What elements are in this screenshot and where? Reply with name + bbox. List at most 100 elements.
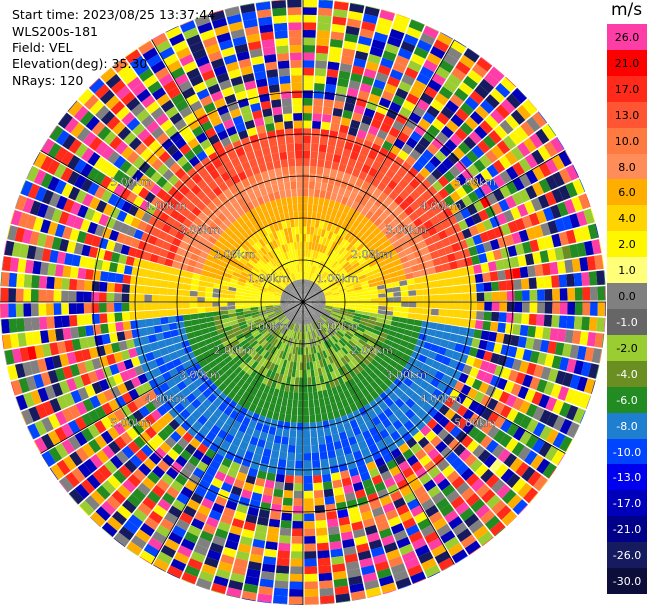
range-gate-cell	[220, 481, 233, 493]
range-gate-cell	[242, 299, 251, 302]
range-gate-cell	[312, 120, 322, 129]
range-gate-cell	[519, 266, 529, 278]
range-gate-cell	[300, 286, 303, 295]
range-gate-cell	[251, 288, 260, 293]
range-gate-cell	[235, 264, 244, 272]
range-gate-cell	[420, 246, 430, 256]
range-gate-cell	[430, 344, 440, 353]
range-gate-cell	[265, 305, 274, 308]
range-gate-cell	[190, 253, 200, 262]
range-gate-cell	[74, 483, 90, 500]
range-gate-cell	[215, 568, 231, 580]
range-gate-cell	[313, 285, 320, 292]
range-gate-cell	[187, 259, 197, 267]
range-gate-cell	[248, 191, 257, 201]
range-gate-cell	[313, 474, 322, 484]
range-gate-cell	[437, 316, 446, 324]
range-gate-cell	[335, 264, 343, 272]
range-gate-cell	[202, 523, 217, 535]
range-gate-cell	[394, 350, 405, 359]
range-gate-cell	[285, 286, 292, 293]
range-gate-cell	[136, 302, 145, 311]
range-gate-cell	[477, 531, 494, 546]
range-gate-cell	[314, 505, 326, 514]
range-gate-cell	[175, 364, 186, 374]
range-gate-cell	[423, 479, 437, 492]
range-gate-cell	[414, 419, 426, 431]
range-gate-cell	[361, 20, 376, 32]
range-gate-cell	[186, 67, 201, 80]
range-gate-cell	[188, 357, 199, 367]
range-gate-cell	[279, 316, 287, 323]
range-gate-cell	[355, 177, 365, 188]
range-gate-cell	[584, 240, 594, 256]
range-gate-cell	[474, 125, 488, 140]
range-gate-cell	[274, 291, 282, 295]
range-gate-cell	[449, 190, 461, 203]
range-gate-cell	[11, 379, 23, 396]
range-gate-cell	[64, 339, 74, 353]
range-gate-cell	[455, 392, 467, 405]
range-gate-cell	[107, 412, 120, 426]
range-gate-cell	[340, 469, 350, 480]
range-gate-cell	[393, 302, 402, 307]
range-gate-cell	[571, 196, 583, 212]
range-gate-cell	[430, 99, 445, 112]
range-gate-cell	[251, 313, 260, 319]
range-gate-cell	[446, 294, 455, 302]
range-gate-cell	[531, 391, 543, 406]
range-gate-cell	[383, 216, 393, 226]
range-gate-cell	[206, 254, 216, 263]
range-gate-cell	[496, 212, 508, 226]
range-gate-cell	[257, 273, 265, 280]
range-gate-cell	[202, 264, 212, 272]
range-gate-cell	[196, 190, 207, 201]
range-gate-cell	[238, 496, 251, 507]
range-gate-cell	[315, 328, 321, 337]
range-gate-cell	[312, 345, 317, 354]
range-gate-cell	[514, 218, 526, 231]
range-gate-cell	[487, 411, 500, 425]
range-gate-cell	[15, 303, 24, 318]
range-gate-cell	[410, 571, 426, 584]
range-gate-cell	[151, 33, 168, 47]
range-gate-cell	[83, 458, 98, 474]
range-gate-cell	[290, 282, 296, 290]
range-gate-cell	[306, 218, 312, 227]
range-gate-cell	[319, 244, 325, 253]
range-gate-cell	[407, 237, 418, 247]
range-gate-cell	[295, 460, 303, 469]
range-gate-cell	[168, 505, 183, 519]
range-gate-cell	[312, 266, 317, 274]
range-gate-cell	[330, 224, 337, 233]
range-gate-cell	[54, 179, 67, 195]
range-gate-cell	[405, 26, 422, 39]
range-gate-cell	[347, 234, 355, 243]
range-gate-cell	[317, 367, 323, 376]
range-gate-cell	[532, 422, 546, 437]
range-gate-cell	[318, 279, 325, 286]
range-gate-cell	[558, 185, 571, 201]
range-gate-cell	[425, 259, 435, 269]
range-gate-cell	[283, 390, 289, 400]
range-gate-cell	[356, 352, 365, 361]
range-gate-cell	[86, 257, 96, 269]
range-gate-cell	[229, 232, 239, 242]
range-gate-cell	[339, 212, 348, 221]
range-gate-cell	[316, 166, 324, 175]
range-gate-cell	[229, 279, 239, 285]
range-gate-cell	[84, 207, 96, 221]
range-gate-cell	[293, 354, 298, 363]
range-gate-cell	[456, 417, 469, 430]
range-gate-cell	[581, 271, 590, 286]
range-gate-cell	[303, 67, 315, 76]
range-gate-cell	[255, 261, 264, 269]
range-gate-cell	[360, 369, 369, 379]
range-gate-cell	[493, 365, 505, 377]
range-gate-cell	[333, 1, 349, 11]
range-gate-cell	[303, 324, 305, 333]
range-gate-cell	[256, 335, 264, 343]
range-gate-cell	[202, 409, 213, 420]
range-gate-cell	[285, 267, 291, 276]
range-gate-cell	[352, 219, 361, 229]
